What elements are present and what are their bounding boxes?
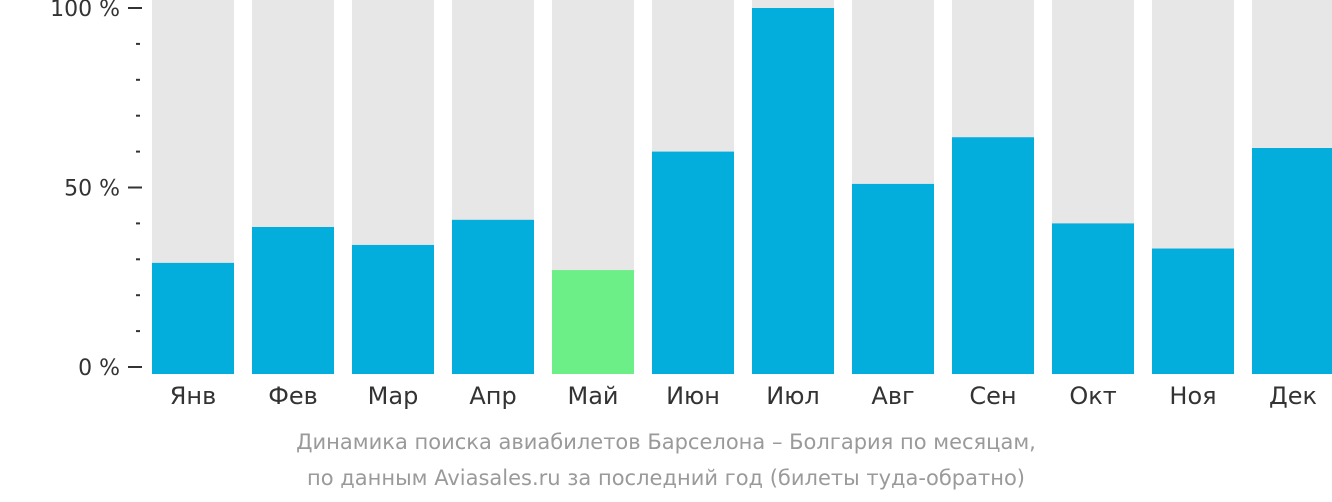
xtick-label: Июн — [666, 382, 720, 410]
ytick-label: 50 % — [64, 177, 120, 202]
xtick-label: Фев — [268, 382, 318, 410]
bar-Ноя[interactable] — [1152, 248, 1234, 374]
y-axis: 0 % 50 % 100 % — [50, 0, 142, 381]
xtick-label: Окт — [1069, 382, 1116, 410]
bar-Окт[interactable] — [1052, 223, 1134, 374]
bar-Янв[interactable] — [152, 262, 234, 374]
xtick-label: Янв — [170, 382, 217, 410]
chart-caption-line-1: Динамика поиска авиабилетов Барселона – … — [296, 430, 1036, 454]
bar-Фев[interactable] — [252, 226, 334, 374]
xtick-label: Дек — [1269, 382, 1317, 410]
bar-Авг[interactable] — [852, 183, 934, 374]
xtick-label: Мар — [368, 382, 419, 410]
xtick-label: Сен — [969, 382, 1016, 410]
bar-chart: 0 % 50 % 100 % Янв Фев Мар Апр Май Июн Июл Авг Сен… — [50, 0, 1332, 410]
bar-Сен[interactable] — [952, 137, 1034, 374]
bars-group — [152, 0, 1332, 374]
xtick-label: Апр — [469, 382, 516, 410]
bar-Апр[interactable] — [452, 219, 534, 374]
chart-caption-line-2: по данным Aviasales.ru за последний год … — [307, 466, 1025, 490]
xtick-label: Май — [567, 382, 618, 410]
bar-Май[interactable] — [552, 270, 634, 374]
xtick-label: Июл — [766, 382, 820, 410]
xtick-label: Ноя — [1169, 382, 1216, 410]
bar-Мар[interactable] — [352, 244, 434, 374]
bar-Июл[interactable] — [752, 8, 834, 374]
ytick-label: 0 % — [78, 356, 120, 381]
x-axis: Янв Фев Мар Апр Май Июн Июл Авг Сен Окт Ноя Дек — [170, 382, 1317, 410]
bar-Июн[interactable] — [652, 151, 734, 374]
bar-Дек[interactable] — [1252, 148, 1332, 374]
ytick-label: 100 % — [50, 0, 120, 22]
xtick-label: Авг — [871, 382, 914, 410]
